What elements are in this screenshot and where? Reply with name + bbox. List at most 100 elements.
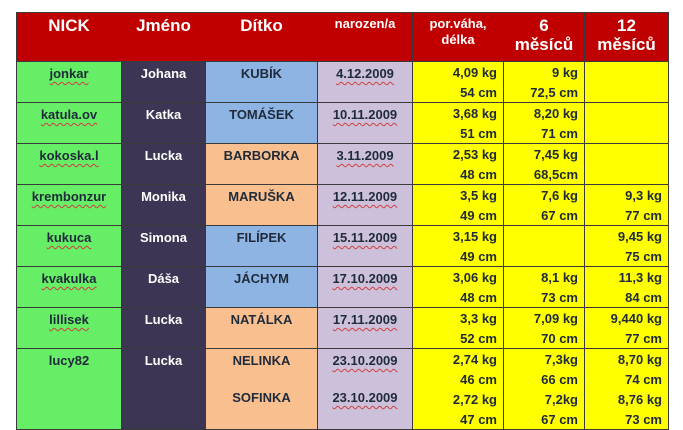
m6-cell: 9 kg 72,5 cm — [503, 61, 585, 103]
date-cell: 17.11.2009 — [317, 307, 413, 349]
m12-length-child2: 73 cm — [625, 412, 662, 427]
m6-length — [505, 246, 579, 266]
header-narozen: narozen/a — [317, 12, 413, 62]
date-text: 4.12.2009 — [336, 66, 394, 81]
table-row-twins: lucy82 Lucka NELINKA SOFINKA 23.10.2009 … — [16, 348, 669, 430]
jmeno-text: Lucka — [144, 353, 183, 368]
m12-length-child1: 74 cm — [625, 372, 662, 387]
date-cell: 23.10.2009 23.10.2009 — [317, 348, 413, 430]
m6-weight: 7,09 kg — [533, 311, 578, 326]
m12-weight — [586, 104, 663, 124]
m12-cell: 9,45 kg 75 cm — [584, 225, 669, 267]
birth-length: 51 cm — [460, 126, 497, 141]
nick-text: lillisek — [49, 312, 89, 327]
date-text: 15.11.2009 — [332, 230, 398, 245]
nick-text: krembonzur — [31, 189, 107, 204]
birth-length: 49 cm — [460, 208, 497, 223]
m12-weight — [586, 145, 663, 165]
m6-cell: 7,6 kg 67 cm — [503, 184, 585, 226]
ditko-text: BARBORKA — [223, 148, 300, 163]
birth-weight: 3,3 kg — [460, 311, 497, 326]
date-cell: 4.12.2009 — [317, 61, 413, 103]
table-row: krembonzur Monika MARUŠKA 12.11.2009 3,5… — [16, 184, 669, 226]
jmeno-cell: Lucka — [121, 348, 206, 430]
birth-weight: 3,06 kg — [452, 270, 497, 285]
header-porodni-line1: por.váha, — [429, 16, 487, 31]
ditko-cell: NATÁLKA — [205, 307, 318, 349]
m6-weight: 8,20 kg — [533, 106, 578, 121]
birth-cell: 3,3 kg 52 cm — [412, 307, 504, 349]
m12-weight-child2: 8,76 kg — [617, 392, 662, 407]
m12-cell: 9,440 kg 77 cm — [584, 307, 669, 349]
m6-length-child1: 66 cm — [541, 372, 578, 387]
m6-weight-child1: 7,3kg — [544, 352, 578, 367]
birth-weight-child1: 2,74 kg — [452, 352, 497, 367]
m12-cell — [584, 143, 669, 185]
birth-cell: 3,5 kg 49 cm — [412, 184, 504, 226]
date-cell: 12.11.2009 — [317, 184, 413, 226]
header-nick: NICK — [16, 12, 122, 62]
m6-cell: 7,45 kg 68,5cm — [503, 143, 585, 185]
table-row: jonkar Johana KUBÍK 4.12.2009 4,09 kg 54 … — [16, 61, 669, 103]
ditko-cell: FILÍPEK — [205, 225, 318, 267]
m12-cell — [584, 102, 669, 144]
jmeno-cell: Simona — [121, 225, 206, 267]
nick-cell: krembonzur — [16, 184, 122, 226]
jmeno-cell: Lucka — [121, 307, 206, 349]
birth-weight: 3,5 kg — [460, 188, 497, 203]
nick-text: kvakulka — [41, 271, 97, 286]
m12-cell: 9,3 kg 77 cm — [584, 184, 669, 226]
nick-text: lucy82 — [48, 353, 90, 368]
jmeno-text: Katka — [145, 107, 182, 122]
m12-weight: 9,440 kg — [610, 311, 662, 326]
jmeno-cell: Johana — [121, 61, 206, 103]
table-row: katula.ov Katka TOMÁŠEK 10.11.2009 3,68 … — [16, 102, 669, 144]
ditko-text: JÁCHYM — [234, 271, 289, 286]
birth-length: 49 cm — [460, 249, 497, 264]
birth-weight: 2,53 kg — [452, 147, 497, 162]
m12-weight: 9,3 kg — [625, 188, 662, 203]
table-row: kvakulka Dáša JÁCHYM 17.10.2009 3,06 kg 4… — [16, 266, 669, 308]
growth-table: NICK Jméno Dítko narozen/a por.váha, dél… — [16, 12, 669, 430]
m12-cell: 11,3 kg 84 cm — [584, 266, 669, 308]
date-text: 10.11.2009 — [332, 107, 398, 122]
m6-length: 71 cm — [541, 126, 578, 141]
nick-text: katula.ov — [40, 107, 98, 122]
nick-cell: kukuca — [16, 225, 122, 267]
birth-length: 48 cm — [460, 290, 497, 305]
m12-length — [586, 82, 663, 102]
header-jmeno: Jméno — [121, 12, 206, 62]
m6-cell: 7,3kg 66 cm 7,2kg 67 cm — [503, 348, 585, 430]
ditko-cell: TOMÁŠEK — [205, 102, 318, 144]
nick-cell: jonkar — [16, 61, 122, 103]
birth-weight: 3,15 kg — [452, 229, 497, 244]
m12-cell — [584, 61, 669, 103]
m6-length: 72,5 cm — [530, 85, 578, 100]
birth-length: 48 cm — [460, 167, 497, 182]
m6-length: 70 cm — [541, 331, 578, 346]
m6-length: 68,5cm — [533, 167, 578, 182]
header-12m-line1: 12 — [617, 16, 636, 35]
m12-weight: 9,45 kg — [617, 229, 662, 244]
birth-length: 52 cm — [460, 331, 497, 346]
nick-cell: lucy82 — [16, 348, 122, 430]
birth-weight: 3,68 kg — [452, 106, 497, 121]
birth-weight: 4,09 kg — [452, 65, 497, 80]
m12-weight — [586, 63, 663, 83]
header-ditko: Dítko — [205, 12, 318, 62]
birth-cell: 3,15 kg 49 cm — [412, 225, 504, 267]
jmeno-text: Monika — [141, 189, 186, 204]
nick-text: jonkar — [49, 66, 89, 81]
birth-weight-child2: 2,72 kg — [452, 392, 497, 407]
m6-cell: 8,20 kg 71 cm — [503, 102, 585, 144]
m6-weight: 7,45 kg — [533, 147, 578, 162]
header-6m-line2: měsíců — [514, 35, 574, 54]
jmeno-text: Lucka — [144, 148, 183, 163]
m12-length — [586, 123, 663, 143]
ditko-text: KUBÍK — [240, 66, 283, 81]
ditko-text-child2: SOFINKA — [232, 390, 291, 405]
m6-weight: 8,1 kg — [541, 270, 578, 285]
birth-cell: 3,68 kg 51 cm — [412, 102, 504, 144]
m6-length: 73 cm — [541, 290, 578, 305]
m12-weight-child1: 8,70 kg — [617, 352, 662, 367]
